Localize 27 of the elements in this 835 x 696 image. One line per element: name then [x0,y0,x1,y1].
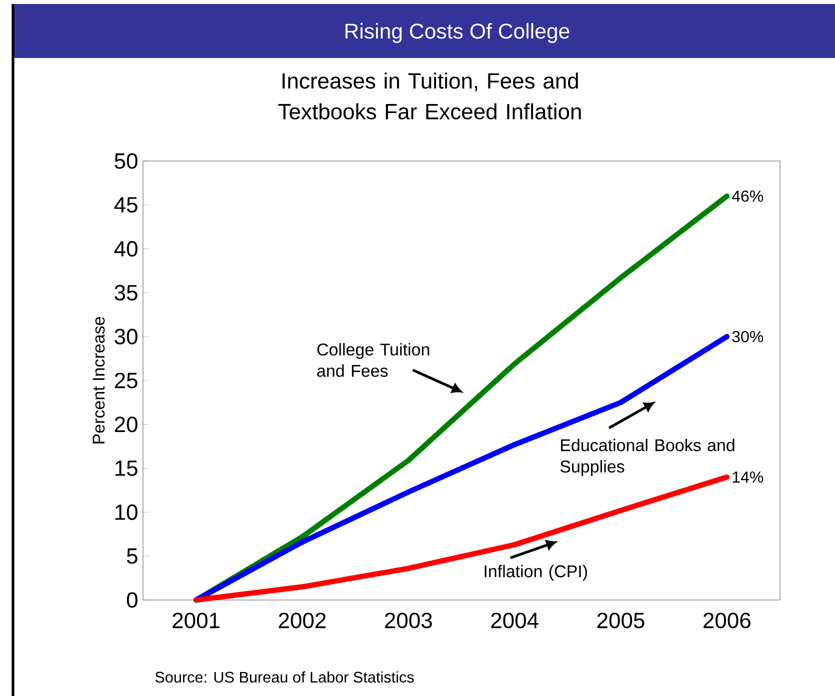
y-tick-label: 30 [114,328,138,344]
chart-title: Rising Costs Of College [346,23,570,43]
y-tick-label: 5 [126,548,138,564]
y-tick-label: 50 [114,153,138,169]
series-label: Inflation (CPI) [484,564,587,581]
x-tick-label: 2004 [491,612,538,628]
text: College Tuition and Fees [317,343,430,377]
x-tick-label: 2005 [597,612,644,628]
y-tick-label: 10 [115,504,138,520]
data-label: 14% [732,471,764,483]
y-tick-label: 20 [114,416,138,432]
y-tick-label: 35 [114,284,138,300]
source-note: Source: US Bureau of Labor Statistics [155,671,414,683]
y-tick-label: 25 [114,372,138,388]
x-tick-label: 2006 [704,612,750,628]
y-tick-label: 0 [126,592,138,608]
x-tick-label: 2003 [385,612,432,628]
series-label: Educational Books and Supplies [560,438,734,476]
x-tick-label: 2002 [278,612,326,628]
y-tick-label: 40 [114,241,138,257]
x-tick-label: 2001 [172,612,220,628]
y-axis-title: Percent Increase [92,317,105,444]
y-tick-label: 15 [115,460,138,476]
y-tick-label: 45 [114,197,138,213]
data-label: 46% [732,190,764,202]
chart-subtitle: Increases in Tuition, Fees and Textbooks Far Exceed Inflation [278,72,581,120]
data-label: 30% [732,330,764,342]
